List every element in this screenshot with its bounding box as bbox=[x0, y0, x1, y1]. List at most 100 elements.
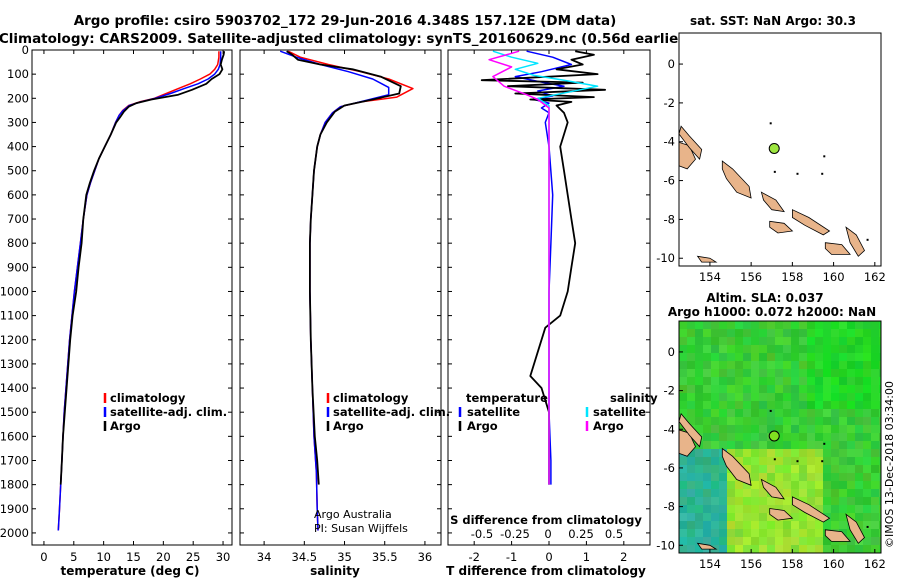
sla-cell bbox=[687, 449, 696, 458]
sla-cell bbox=[783, 377, 792, 386]
sla-cell bbox=[695, 537, 704, 546]
sla-cell bbox=[799, 449, 808, 458]
sla-cell bbox=[831, 369, 840, 378]
sla-cell bbox=[839, 433, 848, 442]
sla-cell bbox=[703, 529, 712, 538]
sla-cell bbox=[863, 513, 872, 522]
sla-cell bbox=[799, 433, 808, 442]
sla-cell bbox=[847, 329, 856, 338]
sla-cell bbox=[871, 345, 880, 354]
sla-cell bbox=[839, 337, 848, 346]
sla-cell bbox=[791, 369, 800, 378]
sla-cell bbox=[831, 401, 840, 410]
sla-cell bbox=[863, 505, 872, 514]
sla-cell bbox=[815, 465, 824, 474]
sla-cell bbox=[687, 345, 696, 354]
sla-cell bbox=[751, 529, 760, 538]
temperature-series-argo bbox=[59, 51, 226, 485]
sla-cell bbox=[783, 345, 792, 354]
sla-cell bbox=[855, 329, 864, 338]
sst-map-lat-tick-label: -6 bbox=[664, 174, 675, 188]
sla-cell bbox=[751, 521, 760, 530]
sla-cell bbox=[863, 481, 872, 490]
salinity-x-tick-label: 35.5 bbox=[372, 550, 398, 564]
tdiff-axis-label: T difference from climatology bbox=[446, 564, 646, 578]
sla-cell bbox=[679, 521, 688, 530]
sla-map-lat-tick-label: -2 bbox=[664, 384, 675, 398]
sla-cell bbox=[703, 353, 712, 362]
sla-cell bbox=[751, 321, 760, 330]
sla-cell bbox=[719, 377, 728, 386]
sla-cell bbox=[791, 409, 800, 418]
sla-cell bbox=[823, 425, 832, 434]
sla-cell bbox=[863, 457, 872, 466]
sla-cell bbox=[839, 489, 848, 498]
sla-cell bbox=[807, 361, 816, 370]
sla-cell bbox=[823, 481, 832, 490]
sla-cell bbox=[879, 369, 881, 378]
sla-cell bbox=[783, 489, 792, 498]
islet bbox=[823, 442, 826, 445]
sla-cell bbox=[871, 369, 880, 378]
depth-tick-label: 800 bbox=[7, 236, 29, 250]
sla-cell bbox=[695, 409, 704, 418]
sla-cell bbox=[879, 529, 881, 538]
sla-cell bbox=[711, 385, 720, 394]
sla-cell bbox=[871, 425, 880, 434]
sla-cell bbox=[823, 337, 832, 346]
sst-map-frame bbox=[678, 32, 882, 267]
sla-cell bbox=[735, 481, 744, 490]
sla-cell bbox=[831, 393, 840, 402]
sla-cell bbox=[695, 353, 704, 362]
sla-cell bbox=[775, 385, 784, 394]
tdiff-x-tick-label: 1 bbox=[583, 550, 590, 564]
sla-cell bbox=[839, 425, 848, 434]
diff-legend-temperature: temperature bbox=[466, 391, 548, 405]
sla-cell bbox=[871, 521, 880, 530]
sla-cell bbox=[711, 345, 720, 354]
depth-tick-label: 100 bbox=[7, 67, 29, 81]
sla-cell bbox=[831, 545, 840, 553]
depth-tick-label: 1500 bbox=[0, 405, 29, 419]
sla-cell bbox=[743, 337, 752, 346]
sla-cell bbox=[727, 505, 736, 514]
sla-cell bbox=[767, 337, 776, 346]
sla-cell bbox=[695, 489, 704, 498]
sla-cell bbox=[823, 449, 832, 458]
sla-cell bbox=[847, 385, 856, 394]
sla-cell bbox=[727, 521, 736, 530]
sla-cell bbox=[751, 353, 760, 362]
sst-map-lon-tick-label: 156 bbox=[740, 270, 762, 284]
sla-cell bbox=[823, 417, 832, 426]
sla-cell bbox=[823, 393, 832, 402]
sla-cell bbox=[831, 449, 840, 458]
sla-cell bbox=[727, 545, 736, 553]
sla-cell bbox=[679, 377, 688, 386]
sla-cell bbox=[719, 385, 728, 394]
sla-cell bbox=[767, 353, 776, 362]
sla-cell bbox=[847, 529, 856, 538]
sla-cell bbox=[799, 473, 808, 482]
islet bbox=[796, 460, 799, 463]
sla-cell bbox=[751, 545, 760, 553]
sla-cell bbox=[815, 369, 824, 378]
sla-cell bbox=[727, 513, 736, 522]
sla-cell bbox=[687, 337, 696, 346]
sla-cell bbox=[703, 449, 712, 458]
sla-cell bbox=[855, 513, 864, 522]
sla-cell bbox=[695, 329, 704, 338]
sla-cell bbox=[751, 361, 760, 370]
sla-cell bbox=[799, 465, 808, 474]
sla-cell bbox=[719, 361, 728, 370]
sla-cell bbox=[727, 537, 736, 546]
sla-cell bbox=[831, 377, 840, 386]
sla-cell bbox=[743, 441, 752, 450]
sla-cell bbox=[767, 473, 776, 482]
depth-tick-label: 900 bbox=[7, 260, 29, 274]
sla-cell bbox=[735, 353, 744, 362]
sla-cell bbox=[711, 441, 720, 450]
sla-cell bbox=[815, 361, 824, 370]
sla-cell bbox=[847, 497, 856, 506]
sla-cell bbox=[879, 377, 881, 386]
sla-cell bbox=[695, 529, 704, 538]
